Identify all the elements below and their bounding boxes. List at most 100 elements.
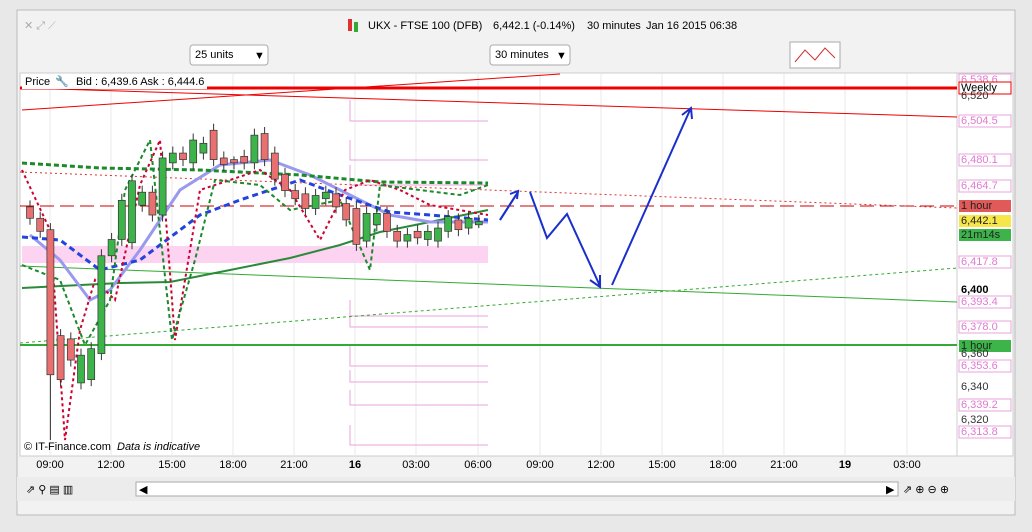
time-label: 12:00 (587, 459, 615, 471)
moving-average (21, 209, 489, 289)
axis-label: 6,480.1 (961, 154, 998, 166)
chart-area (19, 72, 958, 457)
icon (354, 22, 358, 32)
candle-body (77, 354, 85, 384)
axis-label-box (958, 359, 1012, 373)
time-label: 15:00 (158, 459, 186, 471)
candle-body (128, 180, 136, 244)
tool-button[interactable]: ⇗ ⚲ ▤ ▥ (26, 484, 73, 496)
time-label: 03:00 (893, 459, 921, 471)
time-label: 18:00 (709, 459, 737, 471)
axis-label: 6,417.8 (961, 256, 998, 268)
candle-body (26, 206, 34, 219)
scrollbar[interactable] (135, 481, 899, 497)
axis-label: 6,520 (961, 90, 989, 102)
candle-body (56, 335, 65, 381)
window-timestamp: Jan 16 2015 06:38 (646, 20, 737, 32)
axis-label: 21m14s (961, 229, 1001, 241)
axis-label: Weekly (961, 82, 997, 94)
axis-label: 6,393.4 (961, 296, 998, 308)
dropdown-arrow: ▼ (556, 50, 567, 62)
candle-body (240, 155, 249, 164)
axis-label: 6,442.1 (961, 215, 998, 227)
candle-body (403, 234, 412, 242)
candle-body (148, 191, 157, 216)
range-levels (349, 100, 488, 446)
candles (26, 123, 483, 440)
axis-label: 1 hour (961, 340, 993, 352)
zoom-buttons[interactable]: ⇗ ⊕ ⊖ ⊕ (903, 484, 949, 496)
candle-body (372, 213, 381, 226)
dropdown-arrow: ▼ (254, 50, 265, 62)
time-label: 09:00 (526, 459, 554, 471)
axis-label: 6,339.2 (961, 399, 998, 411)
candle-body (87, 348, 96, 380)
axis-label: 6,378.0 (961, 321, 998, 333)
time-label: 21:00 (770, 459, 798, 471)
axis-label-box (958, 179, 1012, 193)
candle-body (474, 221, 483, 226)
time-axis: 09:00 12:00 15:00 18:00 21:00 16 03:00 06:00 09:… (36, 459, 921, 471)
axis-label: 6,340 (961, 381, 989, 393)
units-label: 25 units (195, 49, 234, 61)
quote-box (22, 75, 207, 89)
quote: Bid : 6,439.6 Ask : 6,444.6 (76, 76, 204, 88)
trend-line (19, 265, 958, 303)
icon (348, 19, 352, 31)
axis-label-box (959, 200, 1011, 212)
axis-label-box (958, 81, 1012, 95)
candle-body (219, 157, 228, 165)
candle-body (189, 139, 198, 164)
candle-body (97, 255, 106, 354)
timeframe-label: 30 minutes (495, 49, 549, 61)
candle-body (362, 213, 371, 242)
grid (49, 73, 908, 456)
scroll-right[interactable]: ▶ (886, 484, 895, 496)
timeframe-dropdown[interactable] (489, 44, 571, 66)
candle-body (413, 230, 422, 239)
window-title: UKX - FTSE 100 (DFB) (368, 20, 482, 32)
range-band (22, 246, 488, 263)
candle-body (423, 230, 432, 240)
axis-label: 6,400 (961, 284, 989, 296)
axis-label-box (958, 398, 1012, 412)
time-label: 15:00 (648, 459, 676, 471)
trend-line (19, 267, 958, 344)
candle-body (383, 213, 391, 232)
axis-label-box (958, 295, 1012, 309)
candle-body (321, 191, 330, 200)
time-label: 16 (349, 459, 361, 471)
price-label: Price (25, 76, 50, 88)
scroll-left[interactable]: ◀ (139, 484, 148, 496)
candle-body (107, 239, 116, 257)
candle-body (281, 173, 289, 191)
close-button[interactable]: ✕ ⤢ ⟋ (24, 20, 56, 32)
candle-body (301, 193, 310, 209)
candle-body (66, 338, 75, 361)
candle-body (250, 134, 259, 164)
axis-label-box (958, 255, 1012, 269)
candle-body (352, 208, 361, 245)
candle-body (209, 129, 218, 160)
candle-body (464, 217, 473, 229)
time-label: 12:00 (97, 459, 125, 471)
candle-body (158, 157, 167, 216)
axis-label: 6,360 (961, 348, 989, 360)
units-dropdown[interactable] (189, 44, 269, 66)
trend-line (19, 171, 958, 209)
wrench-icon[interactable]: 🔧 (55, 74, 69, 88)
time-label: 21:00 (280, 459, 308, 471)
copyright: © IT-Finance.com (24, 441, 111, 453)
candle-body (199, 142, 208, 154)
disclaimer: Data is indicative (117, 441, 200, 453)
axis-label: 1 hour (961, 200, 993, 212)
candle-body (168, 152, 177, 164)
axis-label-box (958, 320, 1012, 334)
axis-label: 6,353.6 (961, 360, 998, 372)
axis-label-box (958, 153, 1012, 167)
time-label: 19 (839, 459, 851, 471)
candle-body (291, 190, 300, 200)
time-label: 18:00 (219, 459, 247, 471)
